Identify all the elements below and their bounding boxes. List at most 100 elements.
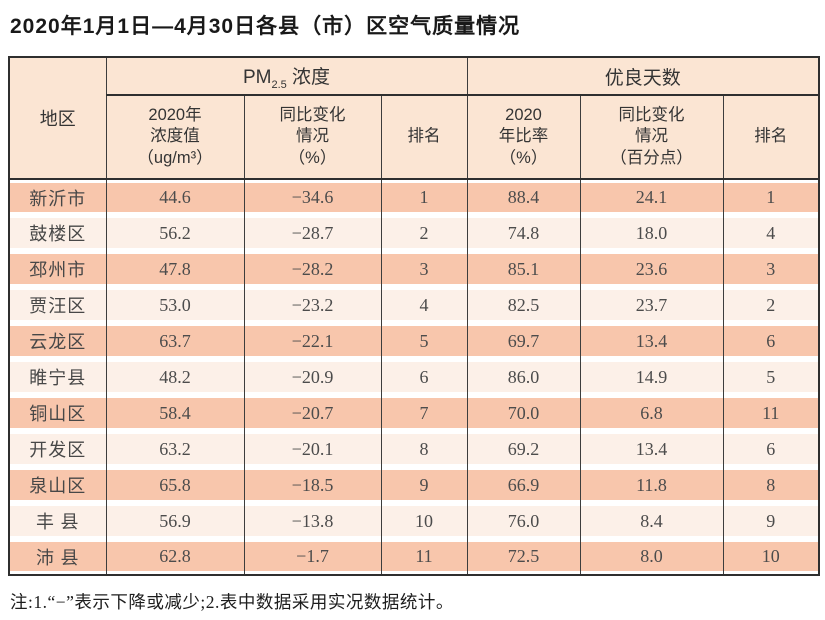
good-change-cell: 24.1 — [579, 179, 724, 215]
region-cell: 新沂市 — [8, 179, 107, 215]
pm-change-cell: −1.7 — [243, 539, 382, 575]
table-row: 丰 县 56.9 −13.8 10 76.0 8.4 9 — [8, 503, 820, 539]
good-ratio-cell: 88.4 — [466, 179, 581, 215]
good-rank-cell: 3 — [722, 251, 820, 287]
good-change-cell: 6.8 — [579, 395, 724, 431]
pm-change-cell: −20.9 — [243, 359, 382, 395]
good-rank-cell: 2 — [722, 287, 820, 323]
good-change-cell: 8.0 — [579, 539, 724, 575]
header-pm25-group: PM2.5 浓度 — [105, 57, 468, 96]
good-ratio-cell: 69.7 — [466, 323, 581, 359]
pm-rank-cell: 3 — [380, 251, 468, 287]
table-row: 鼓楼区 56.2 −28.7 2 74.8 18.0 4 — [8, 215, 820, 251]
good-ratio-cell: 66.9 — [466, 467, 581, 503]
table-row: 睢宁县 48.2 −20.9 6 86.0 14.9 5 — [8, 359, 820, 395]
region-cell: 睢宁县 — [8, 359, 107, 395]
table-row: 沛 县 62.8 −1.7 11 72.5 8.0 10 — [8, 539, 820, 575]
region-cell: 开发区 — [8, 431, 107, 467]
good-rank-cell: 6 — [722, 431, 820, 467]
table-body: 新沂市 44.6 −34.6 1 88.4 24.1 1 鼓楼区 56.2 −2… — [8, 179, 820, 575]
pm-value-cell: 53.0 — [105, 287, 245, 323]
good-rank-cell: 9 — [722, 503, 820, 539]
good-change-cell: 14.9 — [579, 359, 724, 395]
table-row: 开发区 63.2 −20.1 8 69.2 13.4 6 — [8, 431, 820, 467]
pm-change-cell: −28.7 — [243, 215, 382, 251]
region-cell: 泉山区 — [8, 467, 107, 503]
region-cell: 云龙区 — [8, 323, 107, 359]
good-change-cell: 23.6 — [579, 251, 724, 287]
table-row: 新沂市 44.6 −34.6 1 88.4 24.1 1 — [8, 179, 820, 215]
table-row: 云龙区 63.7 −22.1 5 69.7 13.4 6 — [8, 323, 820, 359]
pm-value-cell: 62.8 — [105, 539, 245, 575]
good-rank-cell: 4 — [722, 215, 820, 251]
pm-value-cell: 48.2 — [105, 359, 245, 395]
good-change-cell: 23.7 — [579, 287, 724, 323]
region-cell: 铜山区 — [8, 395, 107, 431]
pm-rank-cell: 2 — [380, 215, 468, 251]
good-ratio-cell: 82.5 — [466, 287, 581, 323]
pm-rank-cell: 5 — [380, 323, 468, 359]
pm25-subscript: 2.5 — [271, 78, 287, 91]
pm-rank-cell: 6 — [380, 359, 468, 395]
pm-change-cell: −18.5 — [243, 467, 382, 503]
good-change-cell: 13.4 — [579, 323, 724, 359]
good-rank-cell: 10 — [722, 539, 820, 575]
good-rank-cell: 6 — [722, 323, 820, 359]
good-ratio-cell: 85.1 — [466, 251, 581, 287]
good-rank-cell: 8 — [722, 467, 820, 503]
pm-rank-cell: 7 — [380, 395, 468, 431]
footnote: 注:1.“−”表示下降或减少;2.表中数据采用实况数据统计。 — [10, 592, 454, 612]
table-header: 地区 PM2.5 浓度 优良天数 2020年 浓度值 （ug/m³） 同比变化 … — [8, 57, 820, 180]
header-good-change: 同比变化 情况 （百分点） — [579, 95, 724, 180]
pm-change-cell: −23.2 — [243, 287, 382, 323]
header-pm-change: 同比变化 情况 （%） — [243, 95, 382, 180]
region-cell: 丰 县 — [8, 503, 107, 539]
pm-value-cell: 47.8 — [105, 251, 245, 287]
header-region: 地区 — [8, 57, 107, 180]
good-change-cell: 11.8 — [579, 467, 724, 503]
good-ratio-cell: 74.8 — [466, 215, 581, 251]
region-cell: 贾汪区 — [8, 287, 107, 323]
pm-rank-cell: 11 — [380, 539, 468, 575]
good-change-cell: 8.4 — [579, 503, 724, 539]
region-cell: 鼓楼区 — [8, 215, 107, 251]
pm-change-cell: −34.6 — [243, 179, 382, 215]
pm-rank-cell: 1 — [380, 179, 468, 215]
table-row: 泉山区 65.8 −18.5 9 66.9 11.8 8 — [8, 467, 820, 503]
pm-rank-cell: 10 — [380, 503, 468, 539]
pm-value-cell: 65.8 — [105, 467, 245, 503]
pm-rank-cell: 4 — [380, 287, 468, 323]
good-change-cell: 18.0 — [579, 215, 724, 251]
header-good-ratio: 2020 年比率 （%） — [466, 95, 581, 180]
pm-value-cell: 58.4 — [105, 395, 245, 431]
pm-value-cell: 44.6 — [105, 179, 245, 215]
page-title: 2020年1月1日—4月30日各县（市）区空气质量情况 — [10, 15, 521, 38]
pm-value-cell: 63.2 — [105, 431, 245, 467]
header-group-row: 地区 PM2.5 浓度 优良天数 — [8, 57, 820, 180]
good-ratio-cell: 86.0 — [466, 359, 581, 395]
pm-change-cell: −20.7 — [243, 395, 382, 431]
header-good-rank: 排名 — [722, 95, 820, 180]
pm-value-cell: 63.7 — [105, 323, 245, 359]
header-good-days-group: 优良天数 — [466, 57, 820, 96]
pm25-label-suffix: 浓度 — [286, 66, 331, 88]
good-rank-cell: 5 — [722, 359, 820, 395]
region-cell: 沛 县 — [8, 539, 107, 575]
pm-change-cell: −13.8 — [243, 503, 382, 539]
pm-rank-cell: 8 — [380, 431, 468, 467]
header-pm-rank: 排名 — [380, 95, 468, 180]
good-ratio-cell: 72.5 — [466, 539, 581, 575]
pm-value-cell: 56.2 — [105, 215, 245, 251]
air-quality-table: 地区 PM2.5 浓度 优良天数 2020年 浓度值 （ug/m³） 同比变化 … — [8, 56, 821, 576]
pm-change-cell: −20.1 — [243, 431, 382, 467]
good-ratio-cell: 70.0 — [466, 395, 581, 431]
table-row: 邳州市 47.8 −28.2 3 85.1 23.6 3 — [8, 251, 820, 287]
good-ratio-cell: 69.2 — [466, 431, 581, 467]
pm-value-cell: 56.9 — [105, 503, 245, 539]
pm-change-cell: −22.1 — [243, 323, 382, 359]
table-row: 贾汪区 53.0 −23.2 4 82.5 23.7 2 — [8, 287, 820, 323]
region-cell: 邳州市 — [8, 251, 107, 287]
header-sub-row: 2020年 浓度值 （ug/m³） 同比变化 情况 （%） 排名 2020 年比… — [9, 95, 820, 180]
good-ratio-cell: 76.0 — [466, 503, 581, 539]
